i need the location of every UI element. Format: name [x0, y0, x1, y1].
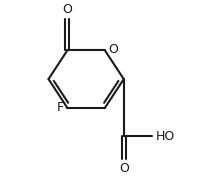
Text: O: O [109, 43, 118, 56]
Text: O: O [62, 3, 72, 16]
Text: HO: HO [156, 130, 175, 143]
Text: O: O [119, 162, 129, 175]
Text: F: F [57, 101, 64, 114]
